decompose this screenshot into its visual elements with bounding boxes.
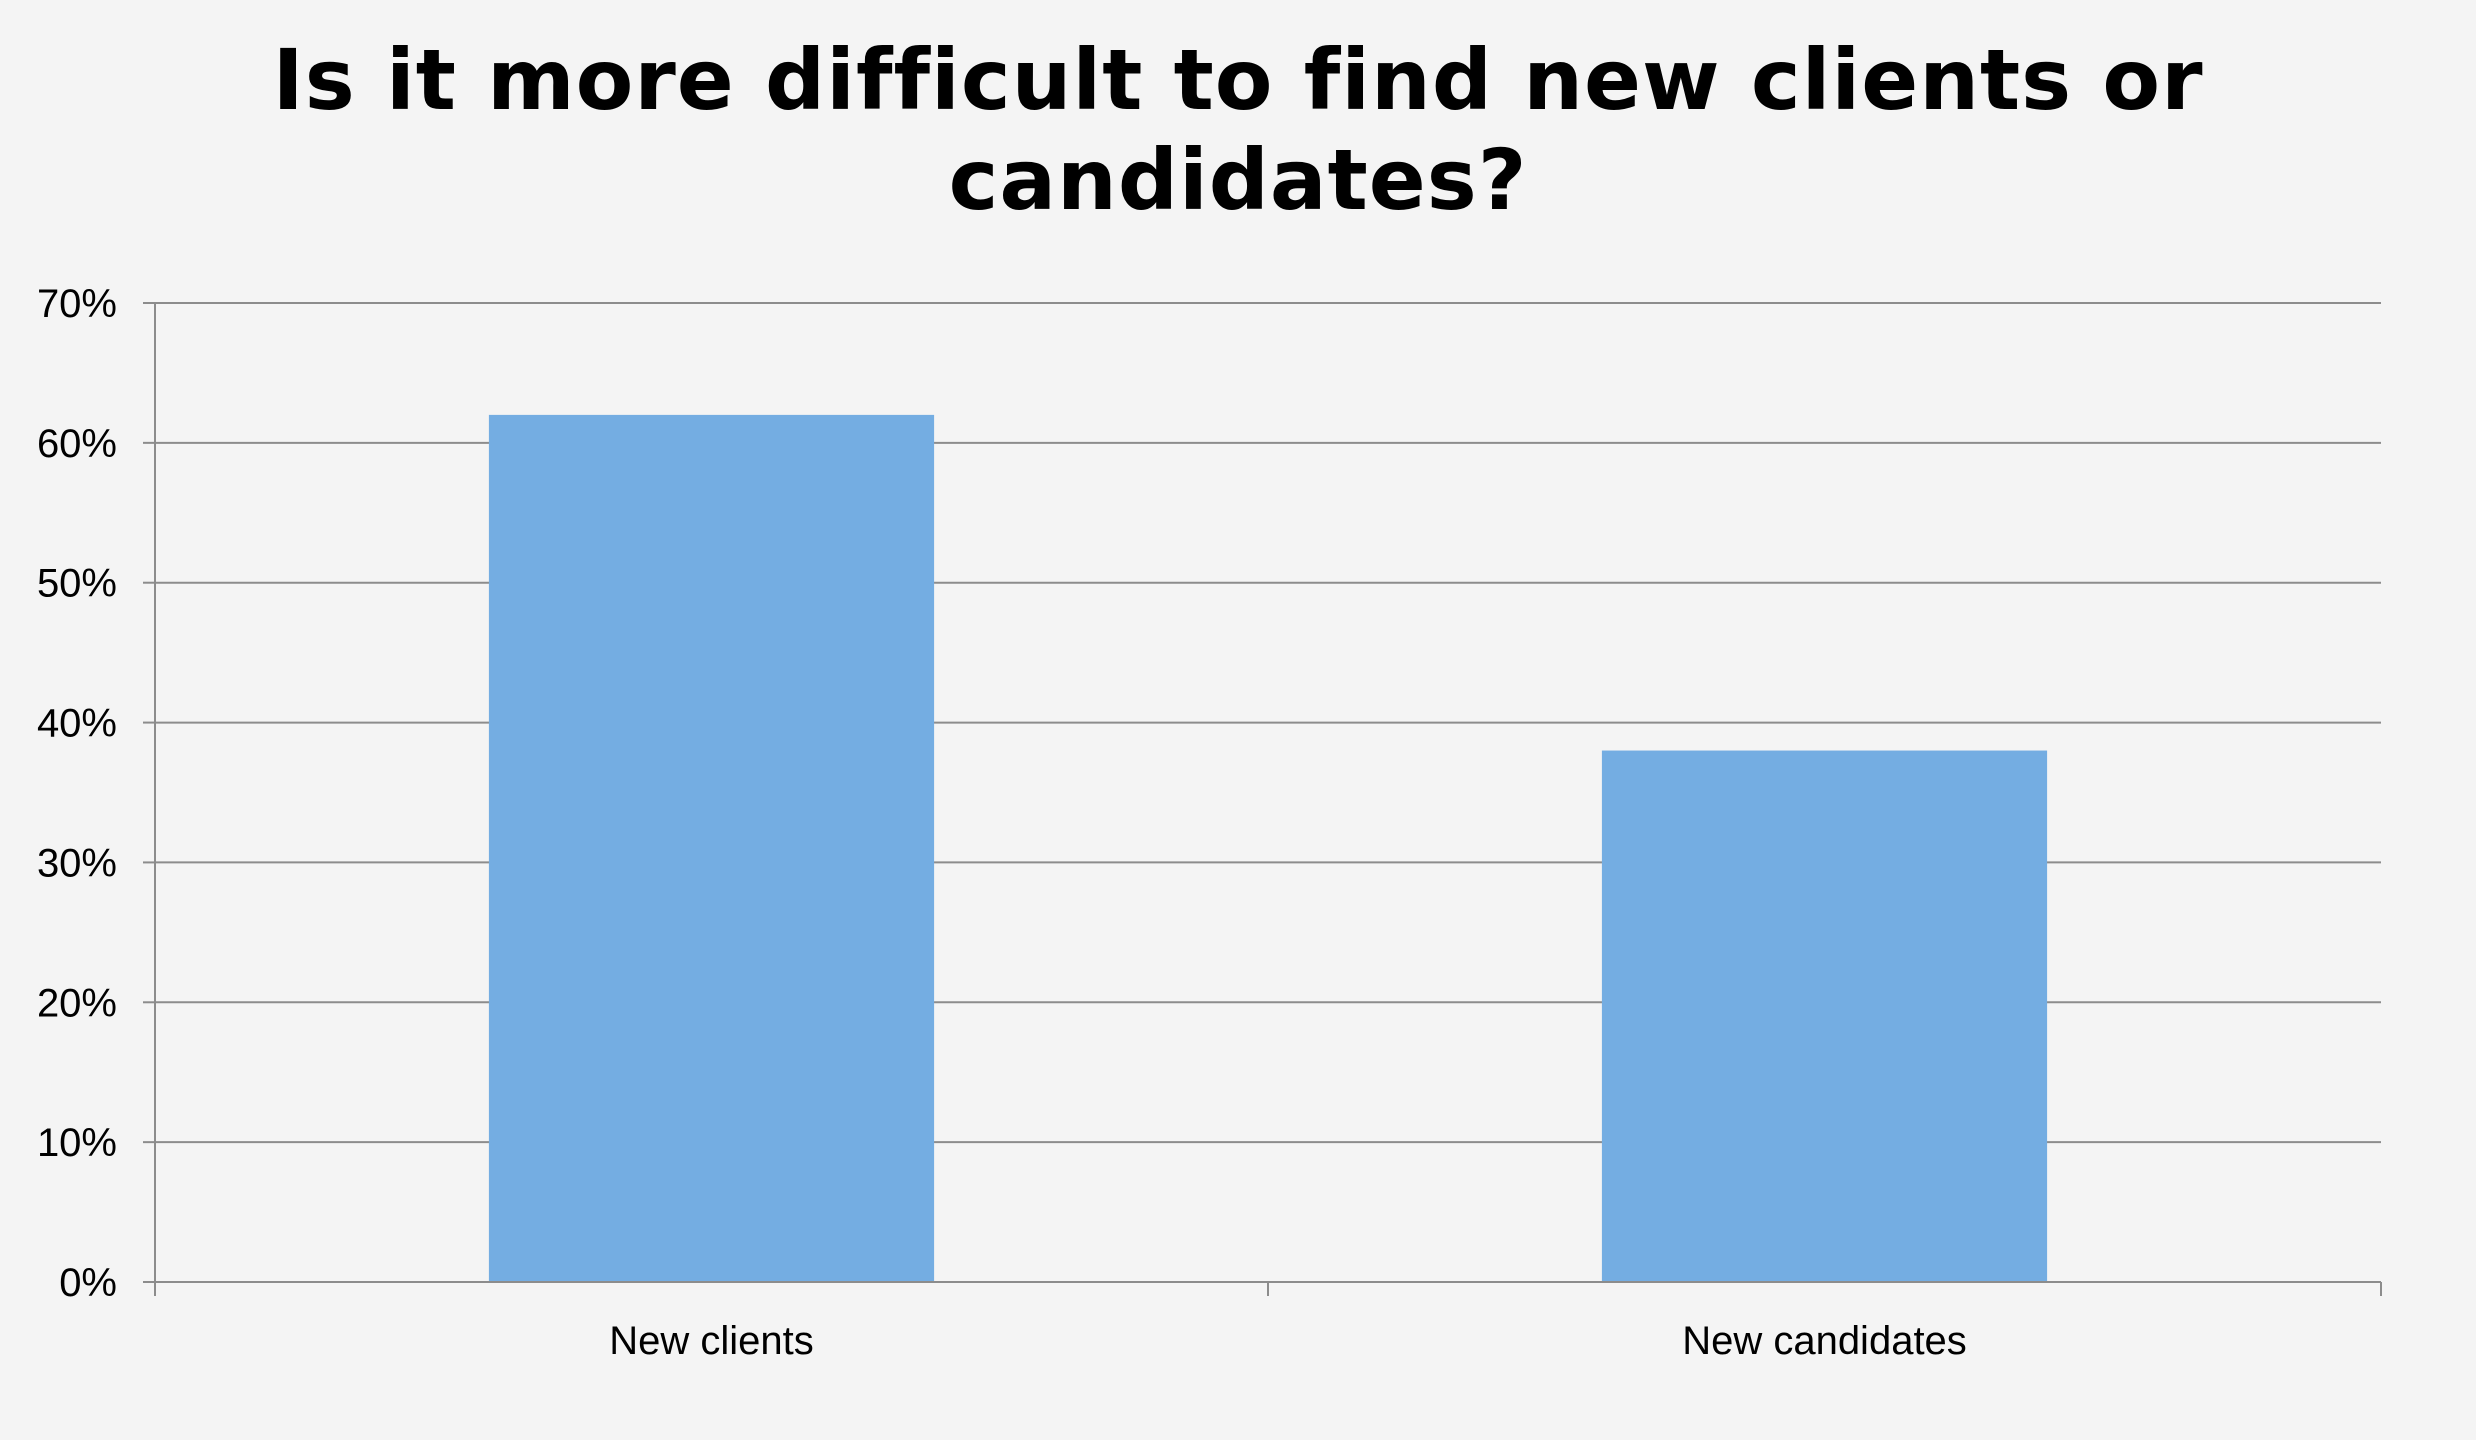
bar-new-candidates [1601,750,2048,1282]
y-tick-label: 40% [37,702,117,746]
bar-new-clients [488,414,935,1282]
x-category-labels: New clients New candidates [609,1319,1967,1363]
y-tick-label: 20% [37,981,117,1025]
chart-title: Is it more difficult to find new clients… [0,30,2476,230]
x-category-label: New clients [609,1319,814,1363]
axes [143,302,2382,1296]
y-tick-label: 30% [37,841,117,885]
chart-title-line-2: candidates? [948,131,1528,229]
bars [488,414,2048,1282]
chart-title-line-1: Is it more difficult to find new clients… [272,31,2204,129]
y-tick-label: 50% [37,562,117,606]
x-category-label: New candidates [1682,1319,1967,1363]
y-tick-label: 0% [59,1261,117,1305]
y-tick-label: 70% [37,282,117,326]
y-tick-label: 10% [37,1121,117,1165]
y-tick-label: 60% [37,422,117,466]
y-tick-labels: 0% 10% 20% 30% 40% 50% 60% 70% [37,282,117,1305]
